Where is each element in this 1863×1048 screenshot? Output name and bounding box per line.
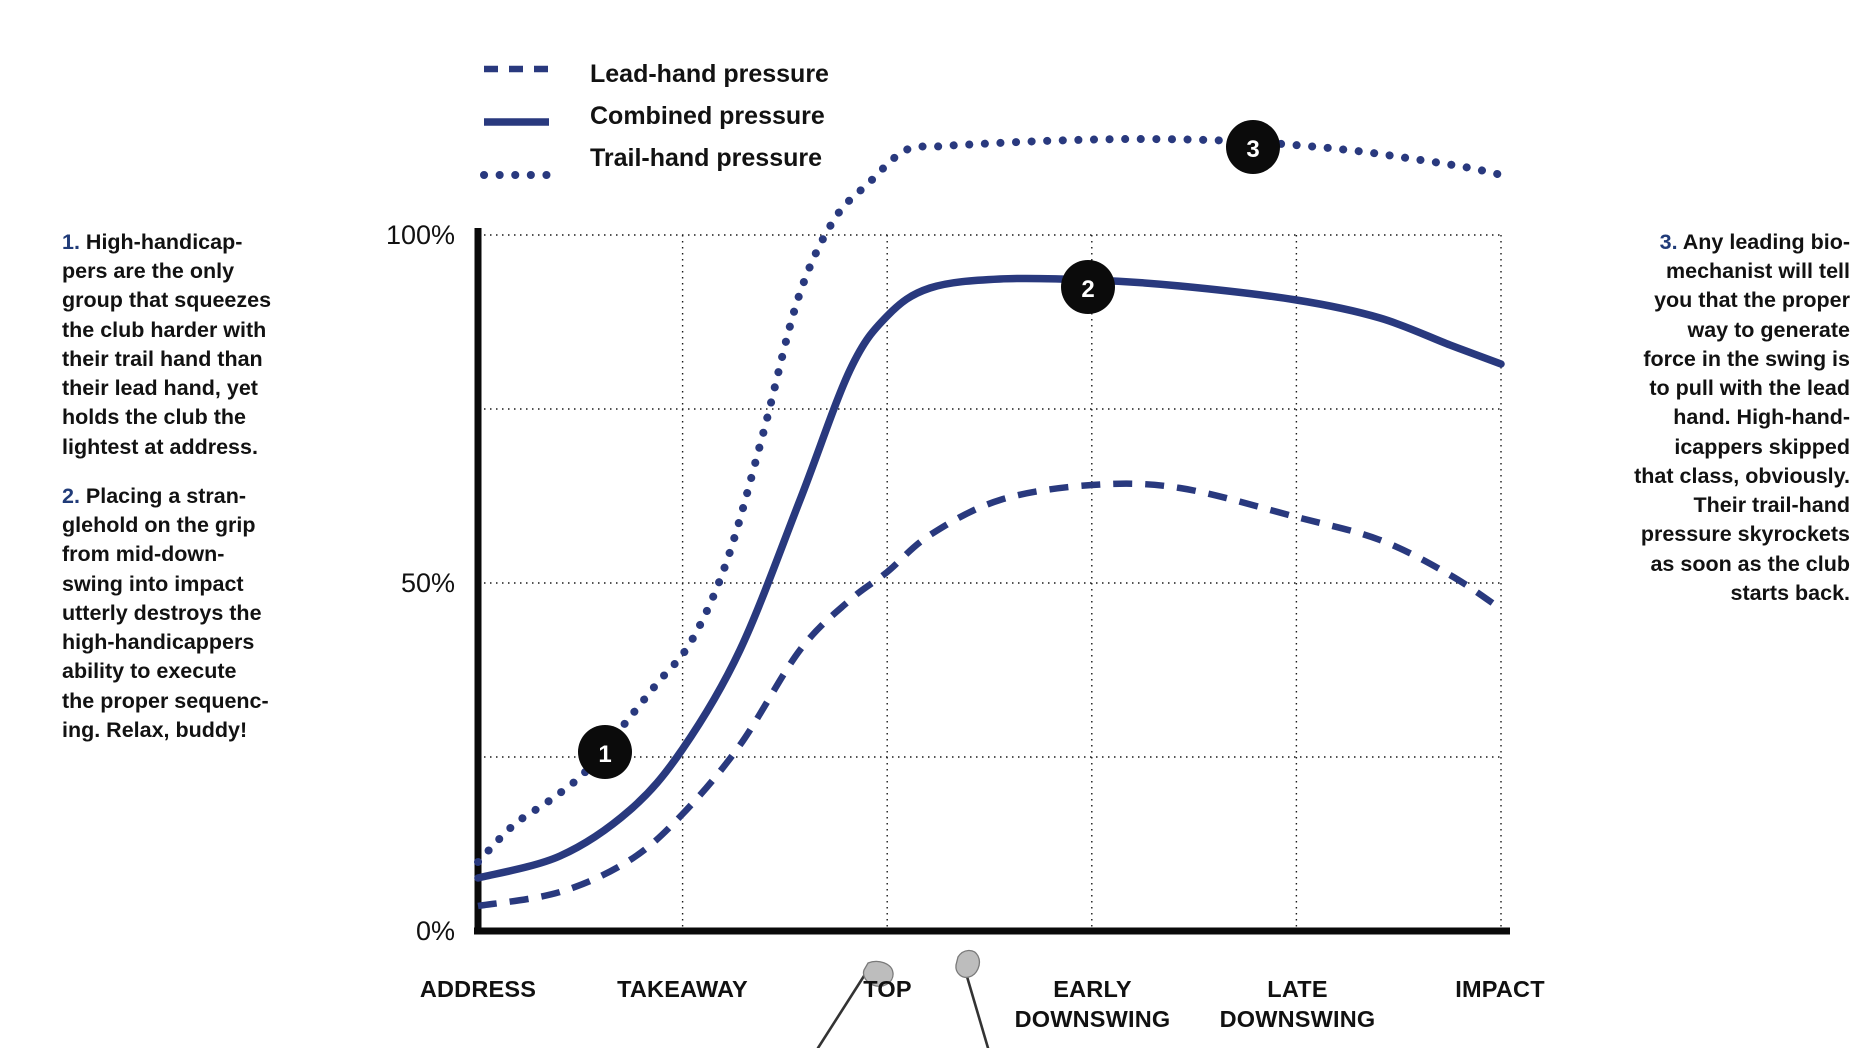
svg-text:100%: 100% [386, 220, 455, 250]
svg-text:3: 3 [1246, 136, 1259, 163]
svg-text:0%: 0% [416, 916, 455, 946]
svg-text:1: 1 [598, 741, 611, 768]
svg-text:50%: 50% [401, 568, 455, 598]
svg-text:2: 2 [1081, 276, 1094, 303]
